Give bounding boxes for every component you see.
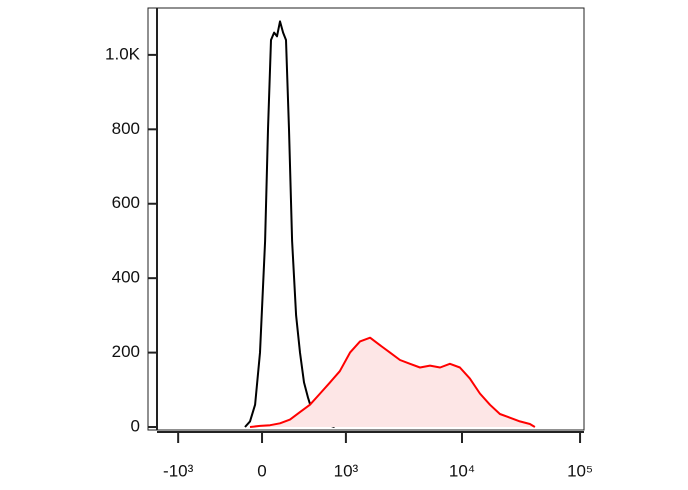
x-tick-label: 10⁵	[567, 461, 593, 480]
x-tick-label: 10³	[334, 461, 359, 480]
y-tick-label: 800	[112, 119, 140, 138]
plot-frame	[147, 7, 585, 431]
y-tick-label: 1.0K	[105, 44, 141, 63]
line	[249, 336, 536, 428]
x-tick-label: 10⁴	[449, 461, 475, 480]
area	[250, 337, 535, 427]
x-tick-label: -10³	[163, 461, 194, 480]
y-tick-label: 600	[112, 193, 140, 212]
y-tick-label: 0	[131, 417, 140, 436]
line	[244, 20, 335, 428]
x-tick-label: 0	[257, 461, 266, 480]
y-tick-label: 400	[112, 268, 140, 287]
y-tick-label: 200	[112, 342, 140, 361]
